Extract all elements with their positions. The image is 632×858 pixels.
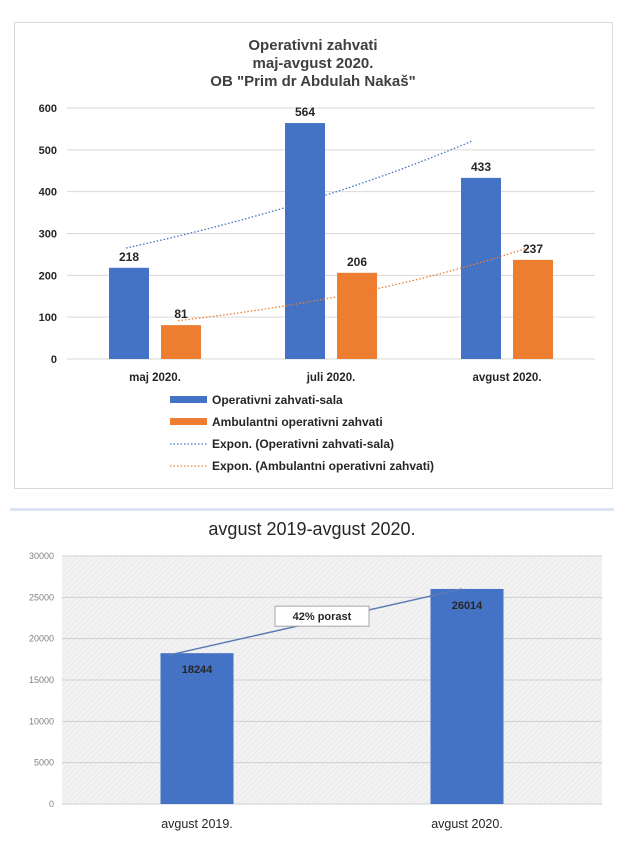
chart1-bar (337, 272, 377, 359)
chart1-legend: Operativni zahvati-sala Ambulantni operat… (170, 393, 434, 473)
chart2-y-tick-label: 30000 (29, 551, 54, 561)
chart1-title-line1: Operativni zahvati (248, 37, 377, 54)
chart1-legend-swatch (170, 396, 207, 403)
chart1-y-tick-label: 500 (39, 145, 57, 157)
chart2-annotation-text: 42% porast (293, 611, 352, 623)
chart1-legend-swatch (170, 418, 207, 425)
chart1-y-ticks: 0 100 200 300 400 500 600 (39, 103, 57, 366)
chart2-y-tick-label: 10000 (29, 716, 54, 726)
chart1-data-label: 81 (174, 307, 188, 321)
chart2-y-tick-label: 0 (49, 799, 54, 809)
chart1-bars (109, 123, 553, 359)
chart2-y-ticks: 0 5000 10000 15000 20000 25000 30000 (29, 551, 54, 809)
chart1-legend-label: Operativni zahvati-sala (212, 393, 343, 407)
chart1-title-line3: OB "Prim dr Abdulah Nakaš" (210, 73, 415, 90)
chart1-y-tick-label: 400 (39, 187, 57, 199)
chart2-data-label: 26014 (452, 600, 483, 612)
chart1-title: Operativni zahvati maj-avgust 2020. OB "… (210, 37, 415, 90)
chart-svg-2: avgust 2019-avgust 2020. 0 5000 10000 15000… (29, 519, 602, 831)
chart1-bar (109, 267, 149, 359)
chart1-y-tick-label: 200 (39, 270, 57, 282)
chart2-gridlines (62, 555, 602, 805)
chart1-bar (161, 325, 201, 359)
chart2-category-label: avgust 2019. (161, 817, 233, 831)
chart1-category-label: juli 2020. (306, 372, 356, 384)
chart1-gridlines (67, 107, 595, 360)
chart1-legend-label: Ambulantni operativni zahvati (212, 415, 383, 429)
chart-svg-1: Operativni zahvati maj-avgust 2020. OB "… (39, 37, 595, 473)
chart2-bar (160, 653, 234, 804)
chart2-data-label: 18244 (182, 664, 213, 676)
chart1-trendline (177, 247, 526, 322)
chart2-title: avgust 2019-avgust 2020. (208, 519, 415, 539)
chart1-y-tick-label: 600 (39, 103, 57, 115)
chart-panel-avgust-comparison: avgust 2019-avgust 2020. 0 5000 10000 15000… (10, 508, 614, 841)
chart2-y-tick-label: 20000 (29, 634, 54, 644)
chart2-bars (160, 588, 504, 804)
chart2-data-labels: 18244 26014 (182, 600, 483, 676)
chart1-data-label: 433 (471, 160, 491, 174)
chart2-bar (430, 588, 504, 804)
chart1-y-tick-label: 0 (51, 354, 57, 366)
chart1-data-label: 237 (523, 242, 543, 256)
chart2-annotation-box (274, 605, 370, 627)
chart1-legend-label: Expon. (Ambulantni operativni zahvati) (212, 459, 434, 473)
chart1-bar (461, 177, 501, 359)
chart1-y-tick-label: 100 (39, 312, 57, 324)
chart-panel-operativni-zahvati: Operativni zahvati maj-avgust 2020. OB "… (14, 22, 613, 489)
chart2-category-labels: avgust 2019. avgust 2020. (161, 817, 503, 831)
chart1-category-labels: maj 2020. juli 2020. avgust 2020. (129, 372, 541, 384)
chart1-data-labels: 218 81 564 206 433 237 (119, 105, 543, 321)
chart2-y-tick-label: 5000 (34, 758, 54, 768)
chart1-bar (285, 123, 325, 359)
chart1-data-label: 206 (347, 255, 367, 269)
chart1-y-tick-label: 300 (39, 229, 57, 241)
chart2-y-tick-label: 15000 (29, 675, 54, 685)
chart2-category-label: avgust 2020. (431, 817, 503, 831)
chart2-y-tick-label: 25000 (29, 592, 54, 602)
chart1-category-label: maj 2020. (129, 372, 181, 384)
chart2-annotation: 42% porast (274, 605, 370, 627)
chart1-data-label: 564 (295, 105, 315, 119)
chart1-legend-label: Expon. (Operativni zahvati-sala) (212, 437, 394, 451)
chart1-trendlines (125, 140, 526, 322)
chart1-title-line2: maj-avgust 2020. (253, 55, 374, 72)
chart1-trendline (125, 140, 474, 249)
chart1-bar (513, 259, 553, 359)
chart1-data-label: 218 (119, 250, 139, 264)
chart1-category-label: avgust 2020. (472, 372, 541, 384)
